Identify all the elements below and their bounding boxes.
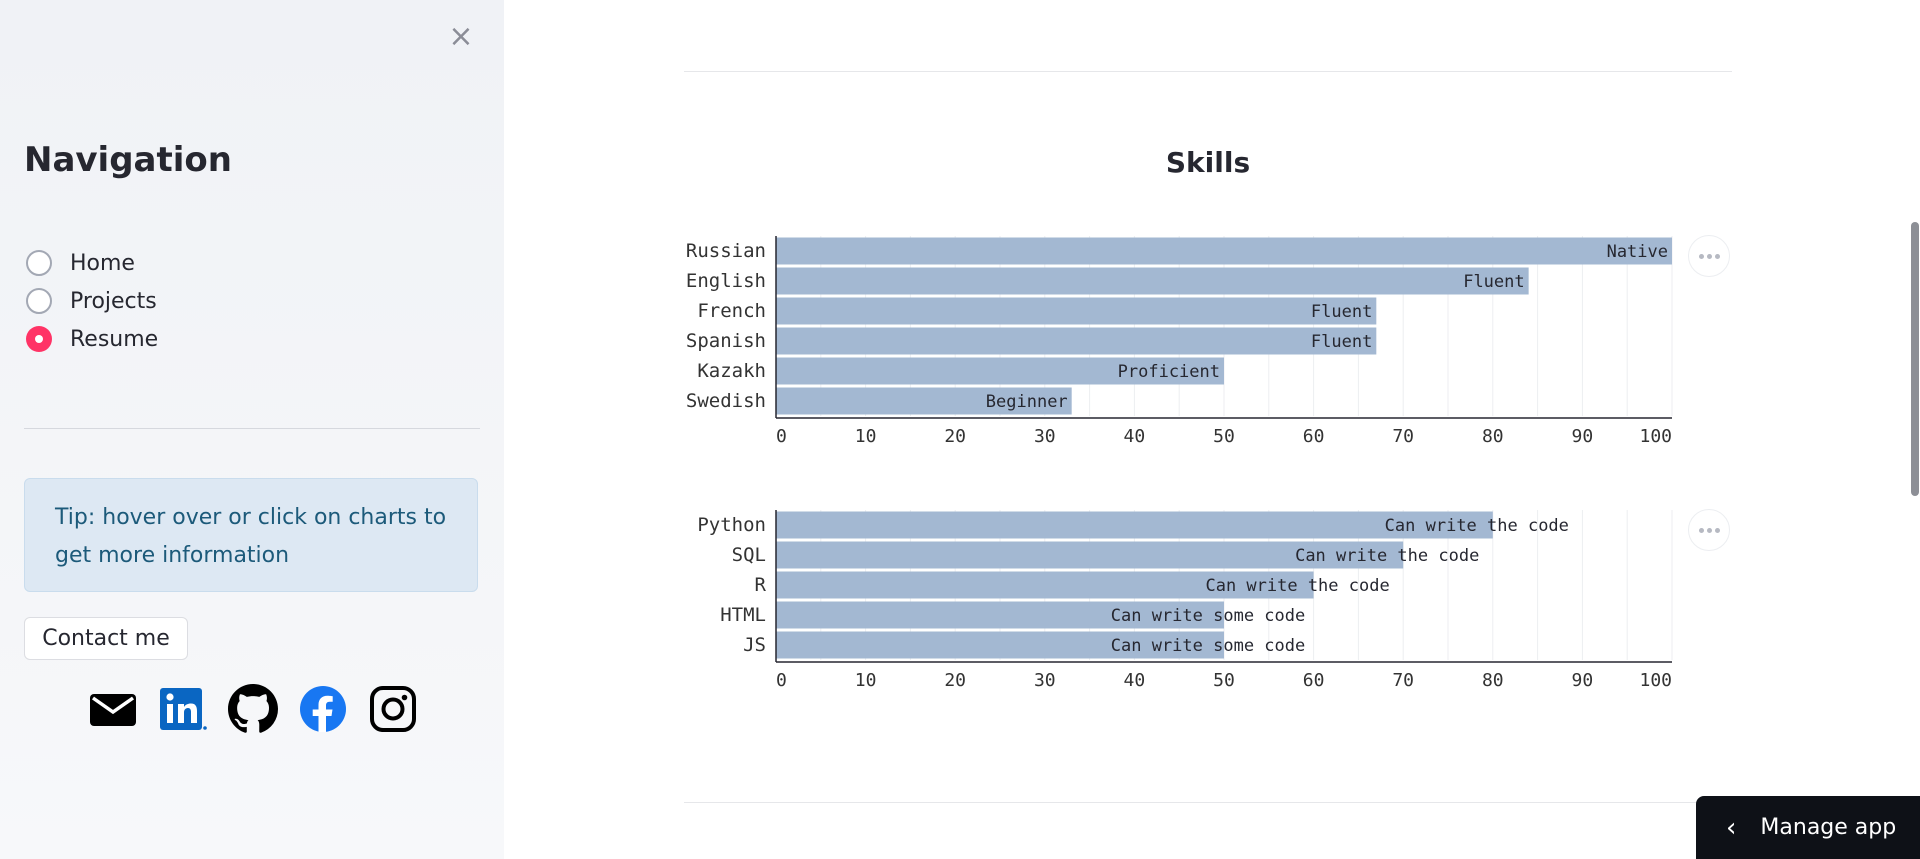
section-divider-top	[684, 71, 1732, 72]
chart-options-button[interactable]	[1688, 235, 1730, 277]
x-tick-label: 80	[1482, 670, 1504, 691]
social-links	[88, 684, 418, 734]
sidebar: × Navigation Home Projects Resume Tip: h…	[0, 0, 504, 859]
category-label: French	[697, 300, 766, 322]
facebook-icon[interactable]	[298, 684, 348, 734]
category-label: SQL	[732, 544, 766, 566]
radio-button-selected[interactable]	[26, 326, 52, 352]
data-label: Fluent	[1311, 332, 1372, 352]
chart-bar[interactable]	[776, 237, 1672, 265]
nav-option-home[interactable]: Home	[26, 244, 158, 282]
tip-box: Tip: hover over or click on charts to ge…	[24, 478, 478, 592]
dot-icon	[1698, 527, 1704, 533]
x-tick-label: 90	[1572, 670, 1594, 691]
x-tick-label: 100	[1639, 426, 1672, 447]
skills-title: Skills	[1165, 146, 1251, 179]
nav-option-label: Projects	[70, 288, 157, 314]
x-tick-label: 30	[1034, 670, 1056, 691]
data-label: Can write some code	[1111, 606, 1305, 626]
linkedin-icon[interactable]	[158, 684, 208, 734]
data-label: Can write the code	[1295, 546, 1479, 566]
data-label: Beginner	[986, 392, 1068, 412]
nav-option-resume[interactable]: Resume	[26, 320, 158, 358]
radio-button[interactable]	[26, 250, 52, 276]
x-tick-label: 40	[1124, 670, 1146, 691]
x-tick-label: 60	[1303, 670, 1325, 691]
dot-icon	[1706, 527, 1712, 533]
x-tick-label: 90	[1572, 426, 1594, 447]
x-tick-label: 10	[855, 426, 877, 447]
chart-bar[interactable]	[776, 511, 1493, 539]
nav-option-label: Home	[70, 250, 135, 276]
close-sidebar-icon[interactable]: ×	[448, 19, 474, 54]
chart-bar[interactable]	[776, 267, 1529, 295]
nav-option-projects[interactable]: Projects	[26, 282, 158, 320]
page-scrollbar[interactable]	[1911, 222, 1919, 496]
navigation-title: Navigation	[24, 140, 232, 180]
x-tick-label: 50	[1213, 426, 1235, 447]
chevron-left-icon: ‹	[1726, 812, 1737, 843]
github-icon[interactable]	[228, 684, 278, 734]
radio-button[interactable]	[26, 288, 52, 314]
category-label: JS	[743, 634, 766, 656]
category-label: English	[686, 270, 766, 292]
chart-bar[interactable]	[776, 387, 1072, 415]
languages-chart[interactable]: Russian Native English Fluent French Fluent Sp…	[684, 230, 1680, 450]
section-divider-bottom	[684, 802, 1732, 803]
x-tick-label: 20	[944, 426, 966, 447]
chart-options-button[interactable]	[1688, 509, 1730, 551]
manage-app-label: Manage app	[1760, 815, 1897, 840]
data-label: Native	[1607, 242, 1668, 262]
instagram-icon[interactable]	[368, 684, 418, 734]
x-tick-label: 50	[1213, 670, 1235, 691]
x-tick-label: 10	[855, 670, 877, 691]
mail-icon[interactable]	[88, 684, 138, 734]
programming-chart[interactable]: Python Can write the code SQL Can write the…	[684, 504, 1680, 694]
x-tick-label: 80	[1482, 426, 1504, 447]
chart-bar[interactable]	[776, 357, 1224, 385]
sidebar-divider	[24, 428, 480, 429]
data-label: Can write the code	[1385, 516, 1569, 536]
category-label: Kazakh	[697, 360, 766, 382]
chart-bar[interactable]	[776, 601, 1224, 629]
category-label: Swedish	[686, 390, 766, 412]
chart-bar[interactable]	[776, 297, 1377, 325]
navigation-radio-group: Home Projects Resume	[26, 244, 158, 358]
x-tick-label: 70	[1392, 670, 1414, 691]
dot-icon	[1706, 253, 1712, 259]
x-tick-label: 30	[1034, 426, 1056, 447]
chart-bar[interactable]	[776, 631, 1224, 659]
data-label: Fluent	[1463, 272, 1524, 292]
data-label: Can write the code	[1205, 576, 1389, 596]
data-label: Can write some code	[1111, 636, 1305, 656]
x-tick-label: 60	[1303, 426, 1325, 447]
chart-bar[interactable]	[776, 327, 1377, 355]
category-label: R	[755, 574, 767, 596]
chart-bar[interactable]	[776, 541, 1404, 569]
category-label: Spanish	[686, 330, 766, 352]
chart-bar[interactable]	[776, 571, 1314, 599]
dot-icon	[1714, 527, 1720, 533]
data-label: Fluent	[1311, 302, 1372, 322]
x-tick-label: 0	[776, 426, 787, 447]
x-tick-label: 100	[1639, 670, 1672, 691]
contact-me-button[interactable]: Contact me	[24, 617, 188, 660]
x-tick-label: 70	[1392, 426, 1414, 447]
dot-icon	[1698, 253, 1704, 259]
x-tick-label: 20	[944, 670, 966, 691]
manage-app-button[interactable]: ‹ Manage app	[1696, 796, 1920, 859]
x-tick-label: 0	[776, 670, 787, 691]
dot-icon	[1714, 253, 1720, 259]
nav-option-label: Resume	[70, 326, 159, 352]
x-tick-label: 40	[1124, 426, 1146, 447]
data-label: Proficient	[1118, 362, 1220, 382]
category-label: Python	[697, 514, 766, 536]
category-label: HTML	[720, 604, 766, 626]
category-label: Russian	[686, 240, 766, 262]
